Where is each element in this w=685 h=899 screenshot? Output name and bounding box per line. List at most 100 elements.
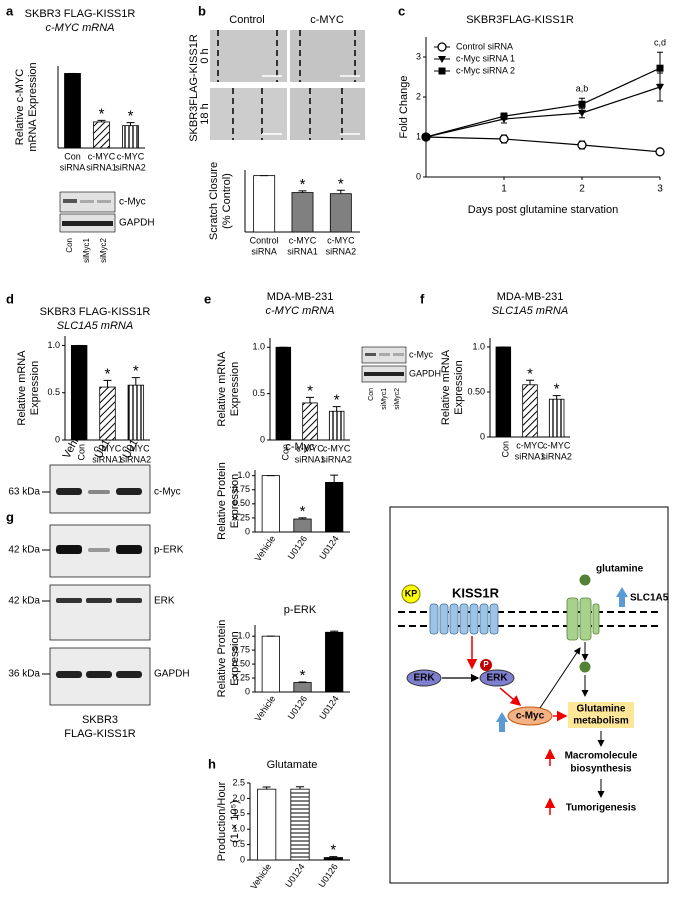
lane-label: siMyc2 [394,388,401,410]
bar [127,384,145,441]
panel-letter: h [208,756,216,771]
ligand-label: KP [405,588,418,598]
blot-band [88,490,110,494]
blot-band [364,372,404,376]
x-tick-label: 1 [501,184,507,195]
y-axis-label: mRNA Expression [27,62,39,151]
blot-band [86,598,112,603]
y-tick-label: 1.0 [47,340,60,350]
point [578,100,586,108]
x-tick-label: 2 [579,184,585,195]
blot-band [63,199,77,203]
arrow [539,647,581,709]
lane-label: siMyc2 [99,237,108,262]
up-arrow [616,587,628,607]
y-axis-label: Relative mRNA [16,350,28,426]
column-label: Control [229,14,264,26]
point [656,64,664,72]
column-label: c-MYC [310,14,344,26]
factor [507,706,553,726]
error-bar [103,379,112,388]
series-line [425,136,661,153]
scratch-images: Control c-MYC SKBR3FLAG-KISS1R 0 h 18 h [188,14,365,142]
chart-subtitle: SLC1A5 mRNA [57,320,133,332]
marker-label: 42 kDa [8,545,40,556]
kinase [406,669,442,687]
phospho-label: P [483,660,489,669]
scale-bars [262,75,360,135]
annotation: a,b [576,84,589,94]
protein-label: c-Myc [154,487,181,498]
blot-band [116,488,142,495]
significance: * [338,175,344,192]
y-tick-label: 1.0 [472,341,485,351]
x-tick-label: Vehicle [253,694,278,724]
error-bar [296,786,304,790]
x-tick-label: U0126 [286,694,309,721]
chart-title: c-Myc [285,441,315,453]
bar [70,345,88,441]
biosynthesis-label: biosynthesis [570,764,632,775]
series-line [425,86,661,138]
diagram-frame [389,506,669,884]
x-tick-label: siRNA1 [515,451,546,461]
substrate [579,661,591,673]
y-axis-label: (1 × 10⁵) [229,800,241,843]
protein-label: ERK [154,596,175,607]
y-tick-label: 1.0 [237,470,250,480]
error-bar [329,856,338,858]
chart-title: MDA-MB-231 [497,291,564,303]
metabolism-label: metabolism [573,716,629,727]
protein-label: GAPDH [409,368,441,378]
significance: * [128,108,134,125]
marker-ticks [42,491,50,675]
bar [293,682,312,693]
blot-band [116,671,142,678]
y-axis-label: Relative mRNA [216,351,228,427]
legend-marker [438,56,446,63]
panel-letter: a [6,3,14,18]
bar [93,121,110,149]
error-bar [126,122,135,126]
transporter-label: SLC1A5 [630,593,669,604]
protein-label: GAPDH [119,218,155,229]
biosynthesis-label: Macromolecule [565,751,638,762]
error-bar [330,630,339,633]
kinase-label: ERK [413,673,435,684]
bar [290,788,310,861]
error-bar [97,119,106,122]
y-axis-label: Expression [229,362,241,416]
x-tick-label: Vehicle [248,862,273,892]
error-bar [131,377,140,386]
significance: * [330,842,336,859]
marker-label: 42 kDa [8,596,40,607]
panel-letter: b [198,3,206,18]
bar [328,410,345,441]
point [500,112,508,120]
x-tick-label: U0126 [286,534,309,561]
blot-band [56,598,82,603]
micrograph [290,30,365,82]
row-label: 0 h [199,48,211,63]
micrograph [210,88,287,140]
x-tick-label: siRNA1 [86,162,117,172]
panel-letter: d [6,291,14,306]
y-tick-label: 0 [55,434,60,444]
y-tick-label: 1.0 [237,631,250,641]
error-bar [262,786,271,790]
x-axis-label: Days post glutamine starvation [468,204,618,216]
y-axis-label: (% Control) [221,173,233,229]
row-label: 18 h [199,103,211,124]
marker-label: 63 kDa [8,487,40,498]
blot-band [97,200,111,203]
y-tick-label: 0.75 [232,645,250,655]
y-tick-label: 2.0 [232,793,245,803]
blot-band [393,353,404,356]
significance: * [300,176,306,193]
y-tick-label: 0 [245,526,250,536]
blot-band [365,353,376,356]
error-bar [306,396,314,403]
cell-line-label: SKBR3FLAG-KISS1R [188,34,200,142]
x-tick-label: siRNA2 [321,454,352,464]
legend-marker [438,67,446,75]
